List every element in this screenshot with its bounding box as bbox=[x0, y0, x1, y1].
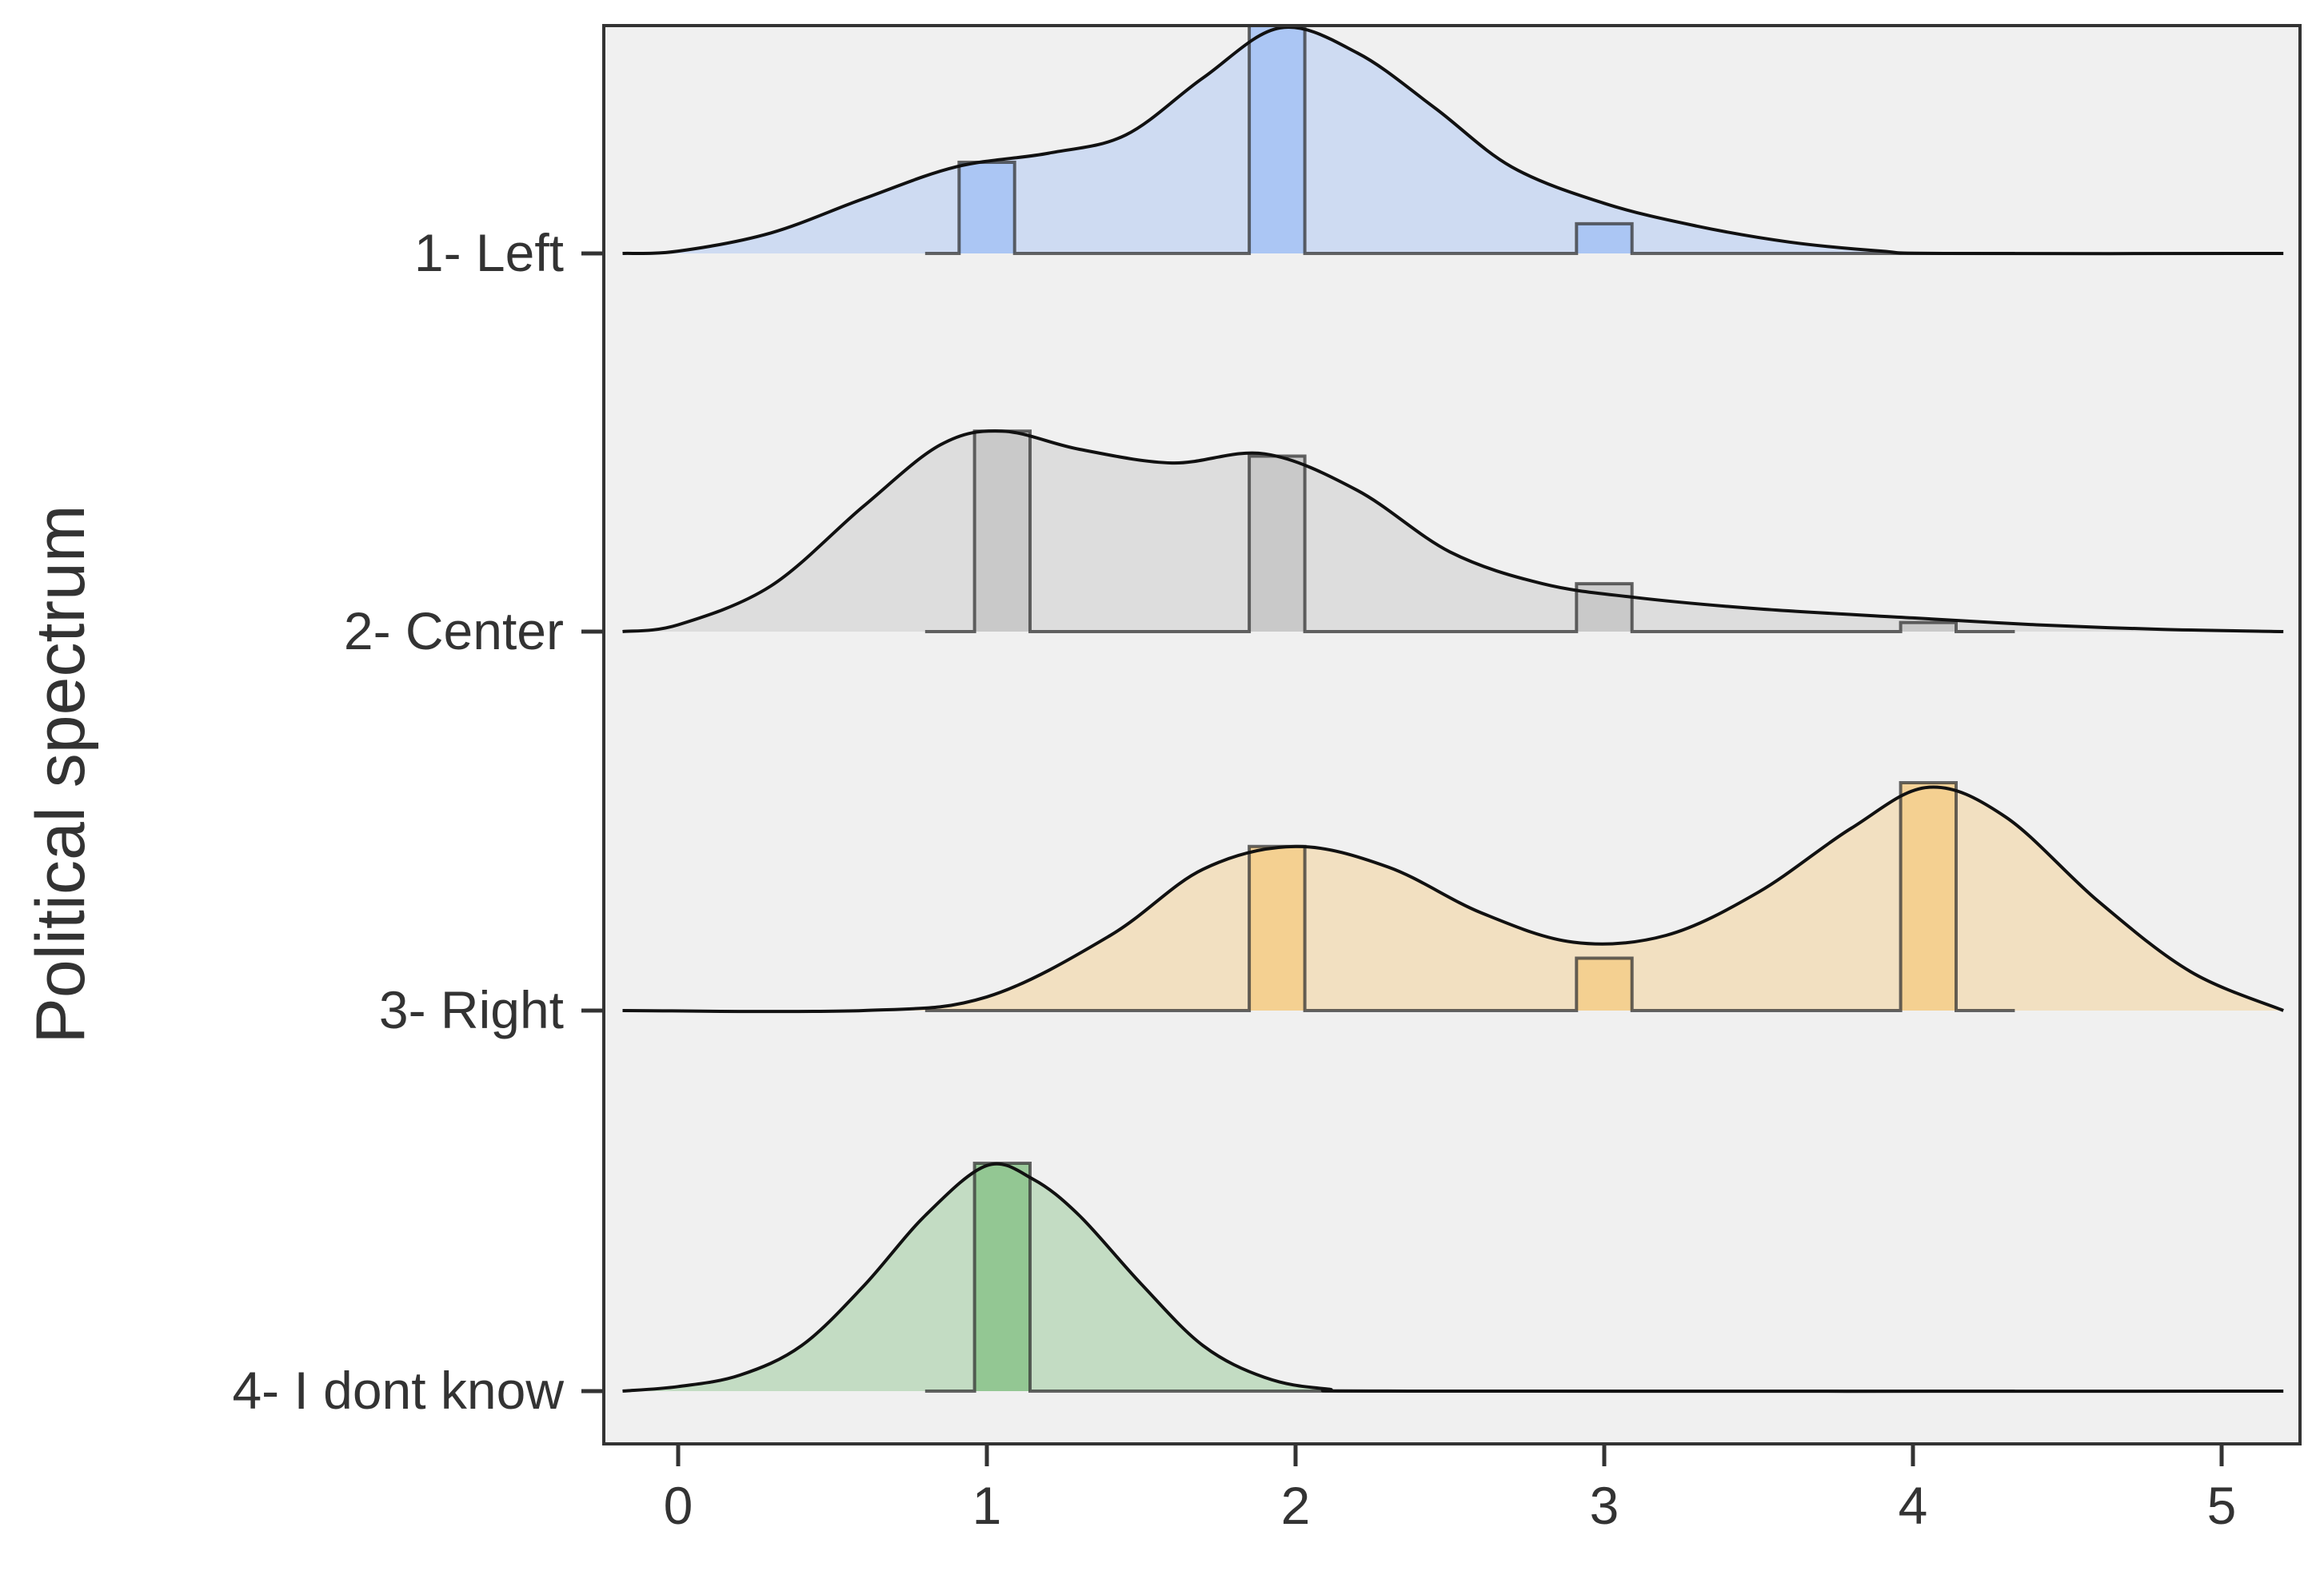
density-line-4-i-dont-know bbox=[622, 1162, 2284, 1394]
ridge-1-left bbox=[622, 24, 2284, 256]
histogram-bar bbox=[974, 431, 1031, 632]
density-area-2-center bbox=[622, 431, 2284, 632]
histogram-bar bbox=[1576, 223, 1632, 253]
histogram-bar bbox=[974, 1163, 1031, 1391]
x-axis: 0 1 2 3 4 5 bbox=[664, 1444, 2237, 1535]
ridge-3-right bbox=[622, 781, 2284, 1014]
y-tick-label: 1- Left bbox=[414, 223, 564, 282]
ridge-2-center bbox=[622, 429, 2284, 633]
density-area-1-left bbox=[622, 27, 2284, 254]
y-tick-label: 4- I dont know bbox=[232, 1361, 564, 1420]
histogram-bar bbox=[1900, 783, 1957, 1011]
histogram-bar bbox=[1249, 846, 1305, 1011]
plot-panel bbox=[604, 26, 2300, 1444]
x-tick-label: 3 bbox=[1590, 1476, 1619, 1535]
density-line-2-center bbox=[622, 429, 2284, 633]
histogram-bar bbox=[1249, 456, 1305, 632]
density-line-3-right bbox=[622, 785, 2284, 1014]
histogram-bar bbox=[1249, 26, 1305, 253]
histogram-bar bbox=[959, 162, 1015, 253]
x-tick-label: 5 bbox=[2207, 1476, 2237, 1535]
y-tick-label: 3- Right bbox=[379, 980, 564, 1039]
y-axis-title: Political spectrum bbox=[22, 505, 99, 1044]
density-line-1-left bbox=[622, 26, 2284, 256]
histogram-bar bbox=[1900, 622, 1957, 632]
x-tick-label: 2 bbox=[1281, 1476, 1311, 1535]
y-tick-label: 2- Center bbox=[344, 601, 564, 660]
plot-panel-border bbox=[602, 24, 2302, 1445]
histogram-bar bbox=[1576, 958, 1632, 1011]
x-tick-label: 0 bbox=[664, 1476, 693, 1535]
histogram-outline bbox=[924, 781, 2015, 1012]
x-tick-label: 1 bbox=[972, 1476, 1002, 1535]
density-area-4-i-dont-know bbox=[622, 1163, 2284, 1392]
y-axis: 1- Left 2- Center 3- Right 4- I dont know bbox=[232, 223, 604, 1420]
x-tick-label: 4 bbox=[1899, 1476, 1928, 1535]
ridge-4-i-dont-know bbox=[622, 1162, 2284, 1394]
histogram-outline bbox=[924, 429, 2015, 633]
ridges bbox=[622, 24, 2284, 1394]
